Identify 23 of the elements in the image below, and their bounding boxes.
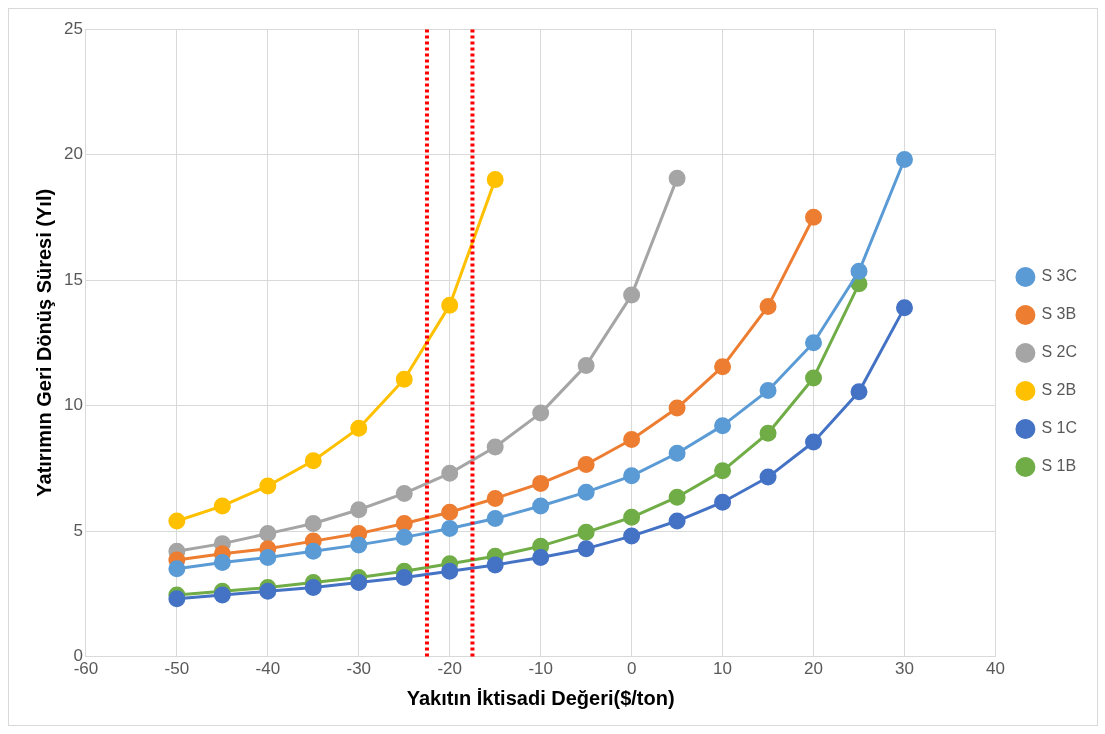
x-tick-label: 40 [985, 659, 1005, 679]
legend-label: S 3C [1041, 267, 1078, 285]
x-tick-label: -40 [255, 659, 281, 679]
y-tick-label: 25 [63, 18, 83, 38]
x-tick-label: 30 [895, 659, 914, 679]
x-tick-label: 20 [804, 659, 823, 679]
x-tick-label: 10 [713, 659, 733, 679]
y-tick-label: 15 [63, 269, 83, 289]
x-tick-label: -50 [164, 659, 190, 679]
legend-label: S 1B [1041, 457, 1077, 475]
legend-label: S 2B [1041, 381, 1077, 399]
x-tick-label: -10 [528, 659, 553, 679]
legend-label: S 3B [1041, 305, 1077, 323]
y-tick-label: 5 [73, 520, 83, 540]
x-tick-label: -20 [437, 659, 463, 679]
y-tick-label: 10 [63, 395, 83, 415]
y-axis-title: Yatırımın Geri Dönüş Süresi (Yıl) [32, 188, 55, 497]
x-tick-label: 0 [626, 659, 637, 679]
x-tick-label: -30 [346, 659, 372, 679]
x-axis-title: Yakıtın İktisadi Değeri($/ton) [406, 686, 675, 709]
y-tick-label: 20 [63, 144, 83, 164]
legend-label: S 1C [1041, 419, 1078, 437]
legend-label: S 2C [1041, 343, 1078, 361]
